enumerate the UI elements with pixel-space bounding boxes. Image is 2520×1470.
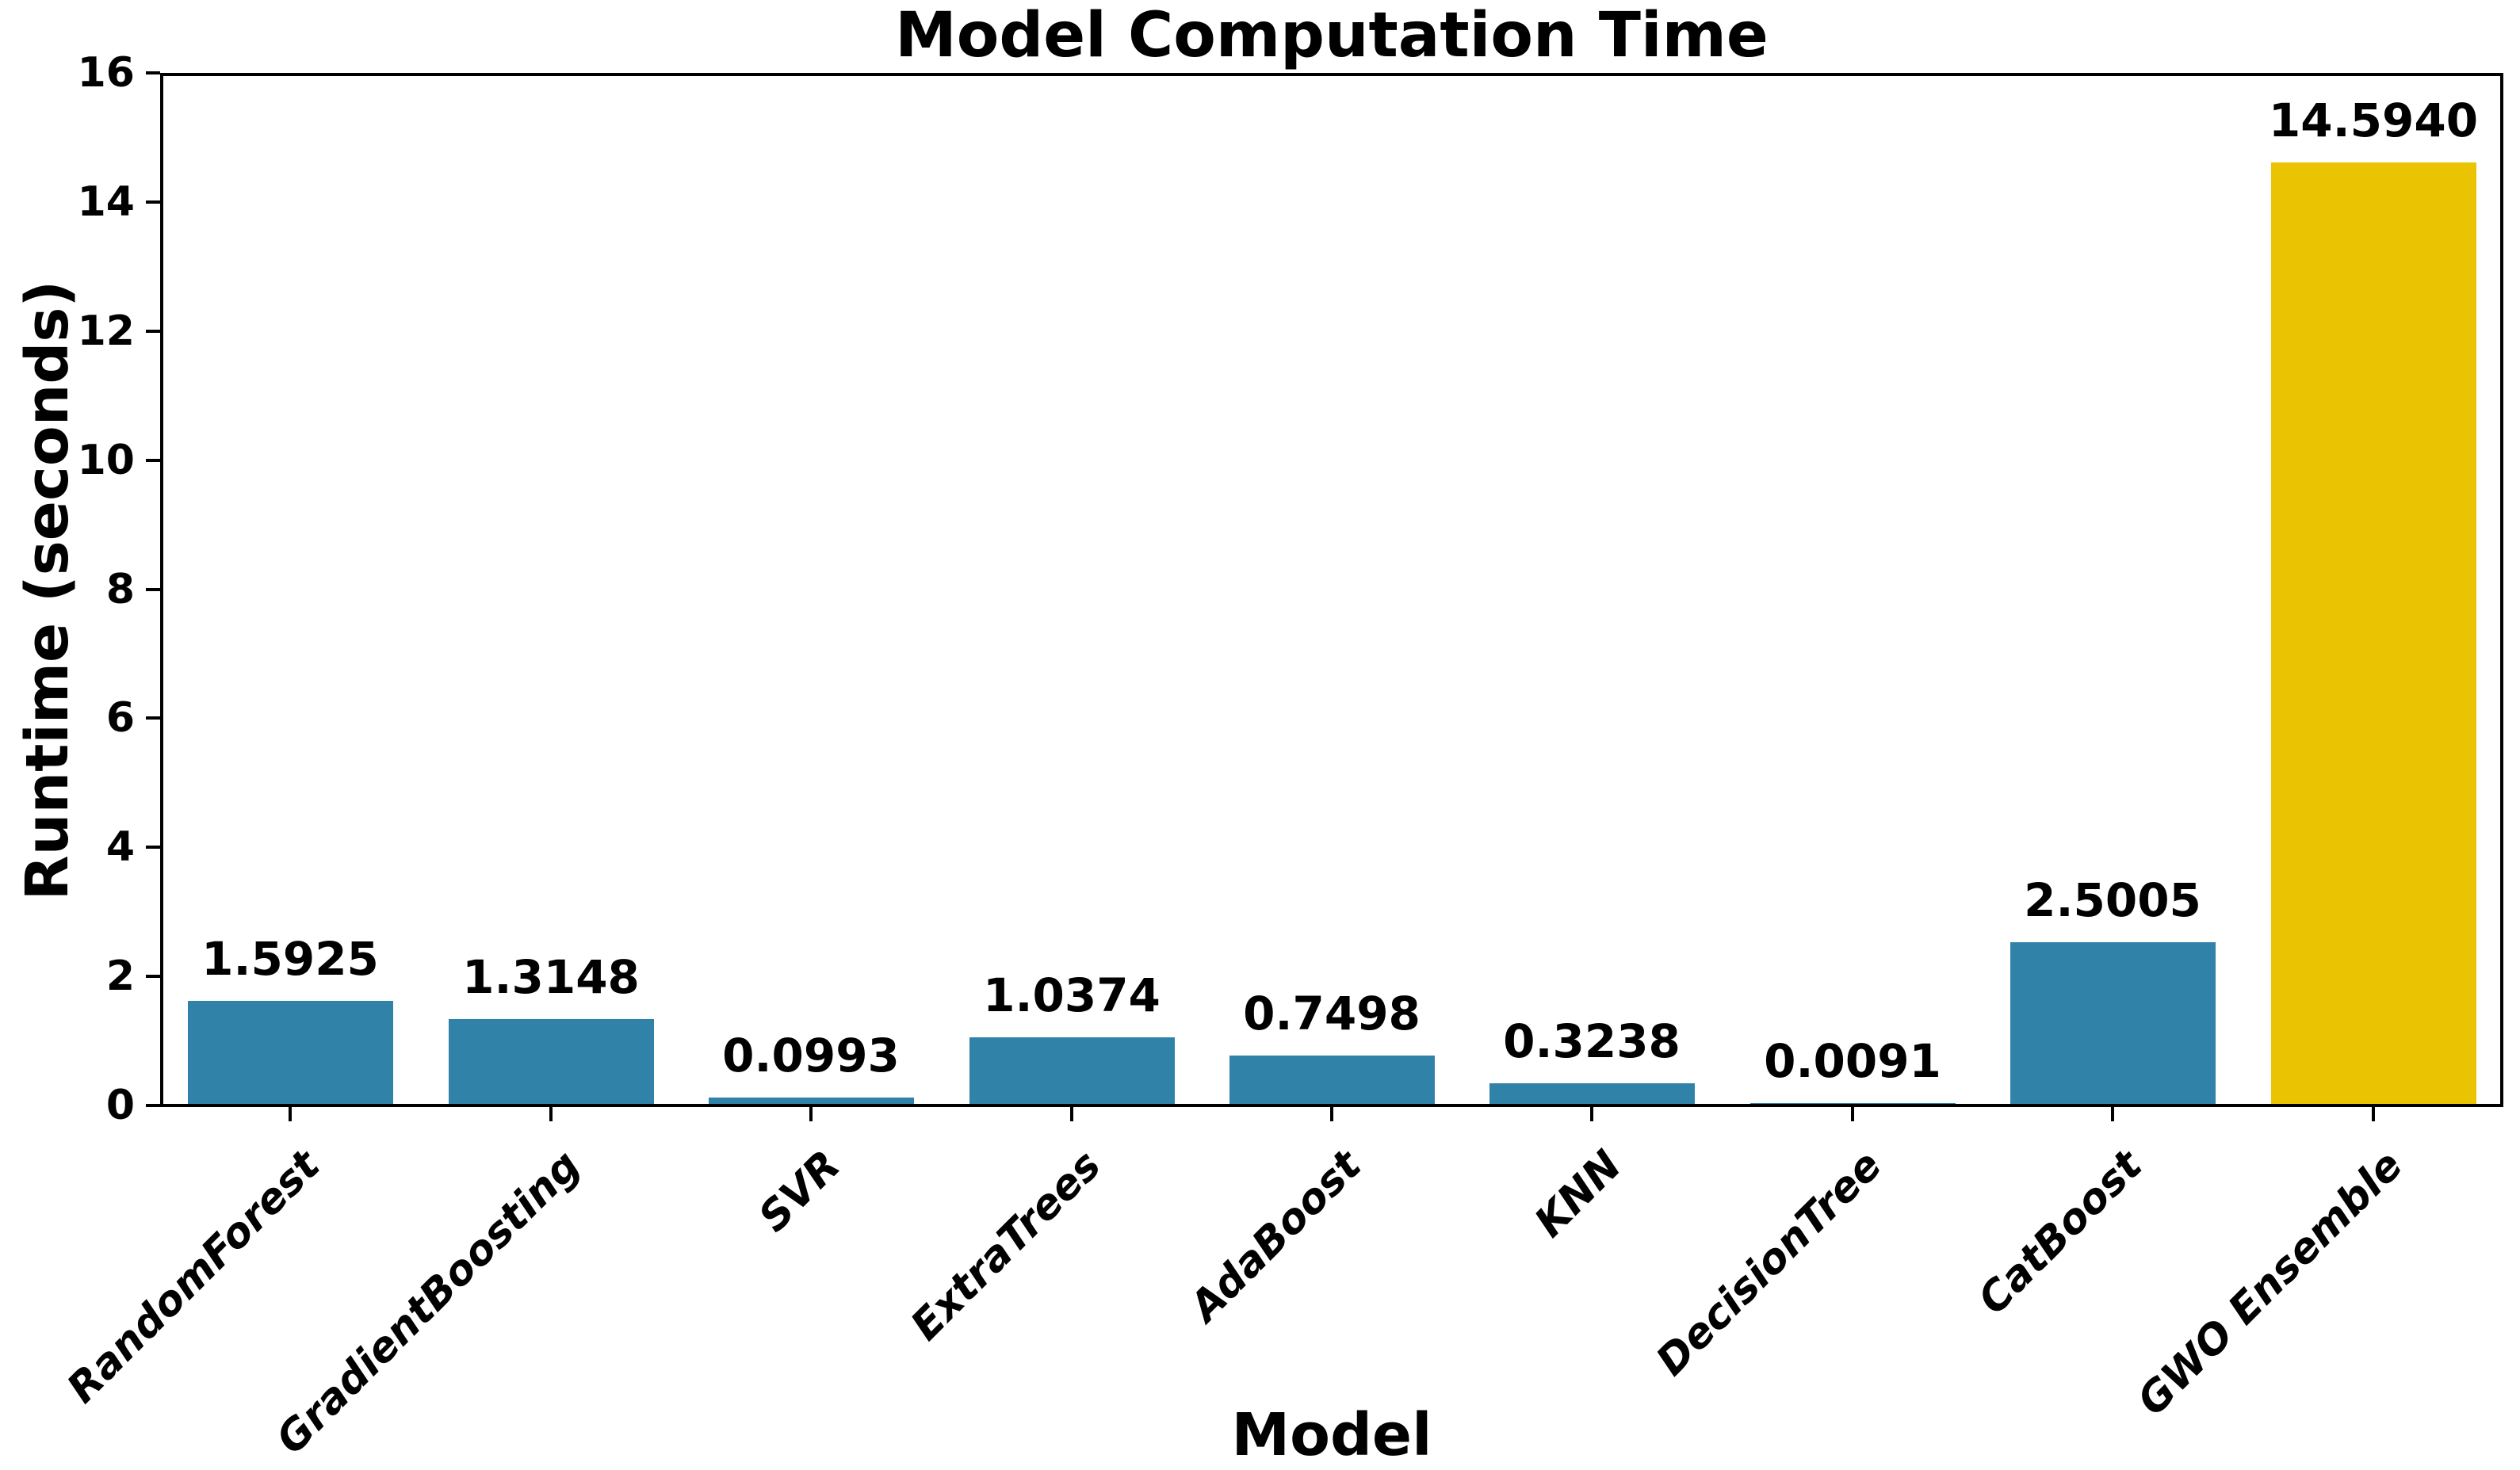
y-tick-mark <box>146 975 160 978</box>
y-tick-mark <box>146 200 160 204</box>
y-tick-mark <box>146 459 160 462</box>
y-tick-mark <box>146 1104 160 1107</box>
y-tick-label: 10 <box>77 437 135 484</box>
y-tick-label: 2 <box>105 953 135 1000</box>
x-tick-mark <box>1590 1107 1593 1121</box>
y-axis-title: Runtime (seconds) <box>13 280 82 900</box>
x-tick-mark <box>289 1107 292 1121</box>
bar-catboost <box>2009 942 2216 1104</box>
axis-spine-left <box>160 73 163 1107</box>
bar-randomforest <box>187 1001 393 1104</box>
bar-value-label: 1.3148 <box>462 950 640 1004</box>
x-tick-label: CatBoost <box>1969 1141 2152 1324</box>
y-tick-mark <box>146 330 160 333</box>
y-tick-label: 0 <box>105 1082 135 1129</box>
bar-value-label: 0.0091 <box>1764 1034 1941 1088</box>
bar-adaboost <box>1229 1056 1435 1104</box>
x-tick-mark <box>1330 1107 1333 1121</box>
y-tick-label: 8 <box>105 566 135 613</box>
y-tick-mark <box>146 588 160 591</box>
y-axis-label-container: Runtime (seconds) <box>0 73 95 1107</box>
x-tick-mark <box>2111 1107 2114 1121</box>
x-tick-label: AdaBoost <box>1181 1141 1371 1331</box>
bar-value-label: 14.5940 <box>2268 94 2479 147</box>
x-tick-label: KNN <box>1525 1141 1631 1247</box>
bar-value-label: 0.3238 <box>1503 1014 1681 1068</box>
axis-spine-top <box>160 73 2503 76</box>
y-tick-mark <box>146 716 160 720</box>
x-axis-title: Model <box>1231 1401 1432 1469</box>
axis-spine-right <box>2500 73 2503 1107</box>
y-tick-mark <box>146 846 160 849</box>
x-tick-label: GWO Ensemble <box>2128 1141 2413 1426</box>
bar-value-label: 1.5925 <box>201 932 379 986</box>
y-tick-mark <box>146 71 160 74</box>
axis-spine-bottom <box>160 1104 2503 1107</box>
x-tick-label: DecisionTree <box>1647 1141 1892 1385</box>
y-tick-label: 4 <box>105 823 135 871</box>
bar-value-label: 0.7498 <box>1243 987 1421 1040</box>
bar-gradientboosting <box>448 1019 654 1104</box>
x-tick-mark <box>809 1107 813 1121</box>
bar-value-label: 1.0374 <box>983 968 1161 1022</box>
x-tick-mark <box>1851 1107 1854 1121</box>
y-tick-label: 12 <box>77 307 135 355</box>
y-tick-label: 14 <box>77 178 135 226</box>
x-tick-mark <box>549 1107 553 1121</box>
x-tick-label: RandomForest <box>58 1141 330 1413</box>
plot-area: 0 2 4 6 8 10 12 14 16 1.5925 RandomForest 1.3148 Gra… <box>58 52 2503 1464</box>
bar-value-label: 2.5005 <box>2024 873 2201 927</box>
bar-extratrees <box>969 1037 1175 1104</box>
y-tick-label: 16 <box>77 49 135 97</box>
bar-gwo-ensemble <box>2270 162 2476 1104</box>
y-tick-label: 6 <box>105 694 135 742</box>
chart-title: Model Computation Time <box>895 0 1769 71</box>
bar-value-label: 0.0993 <box>722 1029 900 1082</box>
bar-knn <box>1489 1083 1695 1104</box>
x-tick-label: SVR <box>750 1141 851 1242</box>
x-tick-mark <box>1070 1107 1073 1121</box>
bar-decisiontree <box>1749 1103 1956 1104</box>
x-tick-label: ExtraTrees <box>902 1141 1111 1350</box>
bar-svr <box>708 1098 914 1104</box>
x-tick-mark <box>2372 1107 2375 1121</box>
